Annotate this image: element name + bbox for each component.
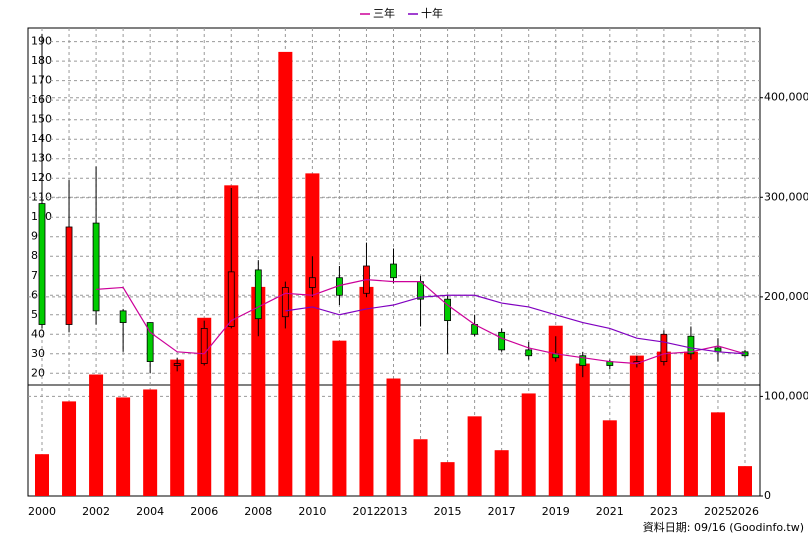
y2-tick-label: 0 (764, 489, 771, 502)
volume-bar (548, 325, 563, 496)
x-tick-label: 2015 (434, 505, 462, 518)
y-tick-label: 40 (31, 327, 45, 340)
x-tick-label: 2013 (380, 505, 408, 518)
candle-body (65, 226, 73, 325)
candle-body (687, 335, 695, 355)
candle-body (660, 333, 668, 362)
candle-body (444, 298, 451, 322)
volume-bar (116, 397, 131, 496)
footer: 資料日期: 09/16 (Goodinfo.tw) (643, 520, 804, 534)
volume-bar (467, 416, 482, 496)
candle-body (38, 203, 46, 325)
volume-bar (494, 450, 509, 496)
candle-body (200, 328, 208, 364)
x-tick-label: 2004 (136, 505, 164, 518)
volume-bar (575, 363, 590, 496)
candle-body (119, 310, 127, 323)
candle-body (173, 363, 181, 366)
legend-label: 十年 (421, 6, 443, 20)
x-tick-label: 2021 (596, 505, 624, 518)
volume-bar (738, 466, 752, 496)
y-tick-label: 30 (31, 347, 45, 360)
volume-bar (197, 317, 212, 496)
volume-bar (413, 439, 428, 496)
candle-body (308, 277, 316, 288)
x-tick-label: 2010 (298, 505, 326, 518)
x-tick-label: 2026 (731, 505, 759, 518)
ma-line (285, 294, 746, 355)
x-tick-label: 2017 (488, 505, 516, 518)
x-tick-label: 2023 (650, 505, 678, 518)
volume-bar (251, 286, 266, 496)
volume-bar (629, 355, 644, 496)
candle-body (92, 222, 100, 312)
x-tick-label: 2008 (244, 505, 272, 518)
volume-bar (170, 359, 185, 496)
volume-bar (62, 401, 77, 496)
candle-body (281, 287, 289, 318)
x-tick-label: 2002 (82, 505, 110, 518)
y-tick-label: 20 (31, 366, 45, 379)
y2-tick-label: 400,000 (764, 91, 808, 104)
volume-bar (710, 412, 725, 496)
candle-body (390, 263, 397, 279)
volume-bar (224, 185, 239, 497)
x-tick-label: 2006 (190, 505, 218, 518)
volume-bar (35, 454, 49, 496)
x-tick-label: 2012 (352, 505, 380, 518)
volume-bar (602, 420, 617, 496)
volume-bar (143, 389, 158, 496)
volume-bar (656, 351, 671, 496)
y2-tick-label: 200,000 (764, 290, 808, 303)
candle-body (525, 349, 533, 357)
volume-bar (89, 374, 104, 496)
candle-body (254, 269, 262, 320)
y2-tick-label: 300,000 (764, 190, 808, 203)
ma-line (96, 279, 746, 365)
x-tick-label: 2019 (542, 505, 570, 518)
volume-bar (683, 351, 698, 496)
volume-bar (386, 378, 401, 496)
legend-label: 三年 (373, 6, 395, 20)
volume-bar (359, 286, 374, 496)
candle-body (579, 355, 587, 366)
volume-bar (332, 340, 347, 496)
x-tick-label: 2025 (704, 505, 732, 518)
candle-body (227, 271, 235, 327)
volume-bar (305, 173, 320, 496)
y2-tick-label: 100,000 (764, 389, 808, 402)
x-tick-label: 2000 (28, 505, 56, 518)
candle-body (146, 322, 154, 362)
volume-bar (440, 462, 455, 496)
volume-bar (521, 393, 536, 496)
candle-body (498, 331, 506, 351)
volume-bar (278, 51, 293, 496)
